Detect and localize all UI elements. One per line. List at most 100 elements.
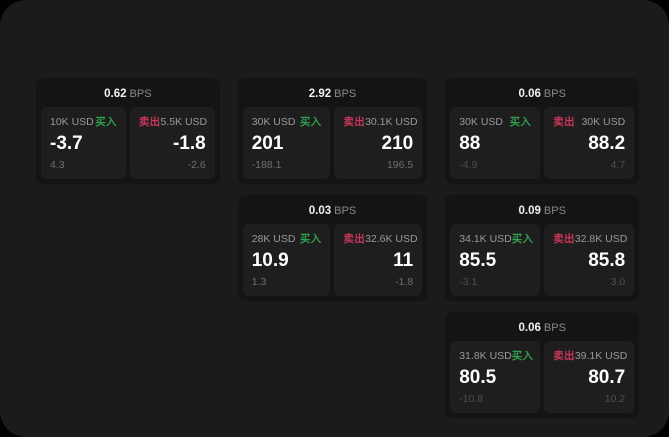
- card-header: 0.62 BPS: [41, 83, 215, 107]
- sell-panel-header: 卖出 5.5K USD: [138, 116, 208, 128]
- buy-size-label: 34.1K USD: [459, 233, 512, 245]
- buy-delta: -4.9: [459, 159, 478, 171]
- sell-delta: 4.7: [610, 159, 626, 171]
- buy-tag: 买入: [509, 116, 532, 128]
- sell-price: 88.2: [588, 133, 626, 154]
- sell-price: -1.8: [172, 133, 206, 154]
- buy-price: 88: [459, 133, 481, 154]
- sell-size-label: 32.6K USD: [365, 233, 418, 245]
- bps-unit-label: BPS: [334, 88, 357, 100]
- sell-price: 80.7: [588, 367, 626, 388]
- buy-panel-header: 10K USD 买入: [50, 116, 117, 128]
- sell-size-label: 5.5K USD: [160, 116, 208, 128]
- bps-value: 0.62: [104, 88, 127, 100]
- bps-unit-label: BPS: [129, 88, 152, 100]
- quote-card[interactable]: 0.09 BPS 34.1K USD 买入 85.5 -3.1 卖出 32.8K USD 85.…: [445, 195, 640, 301]
- sell-panel[interactable]: 卖出 30.1K USD 210 196.5: [334, 107, 423, 179]
- buy-panel[interactable]: 30K USD 买入 88 -4.9: [450, 107, 541, 179]
- buy-tag: 买入: [511, 350, 534, 362]
- sell-delta: 10.2: [604, 393, 626, 405]
- sell-panel-header: 卖出 30.1K USD: [343, 116, 417, 128]
- buy-size-label: 28K USD: [251, 233, 296, 245]
- quote-card-grid: 0.62 BPS 10K USD 买入 -3.7 4.3 卖出 5.5K USD -1.8 -2.…: [36, 78, 640, 418]
- buy-panel-header: 30K USD 买入: [252, 116, 322, 128]
- card-body: 31.8K USD 买入 80.5 -10.8 卖出 39.1K USD 80.7 10.2: [450, 341, 635, 413]
- quote-card[interactable]: 0.03 BPS 28K USD 买入 10.9 1.3 卖出 32.6K USD 11 -1.8: [237, 195, 428, 301]
- buy-delta: 4.3: [50, 159, 65, 171]
- buy-delta: -188.1: [251, 159, 282, 171]
- buy-tag: 买入: [511, 233, 534, 245]
- card-body: 30K USD 买入 201 -188.1 卖出 30.1K USD 210 196.5: [242, 107, 423, 179]
- buy-price: 10.9: [251, 250, 289, 271]
- sell-tag: 卖出: [138, 116, 161, 128]
- card-header: 0.09 BPS: [450, 200, 634, 224]
- buy-panel[interactable]: 30K USD 买入 201 -188.1: [242, 107, 331, 179]
- sell-panel[interactable]: 卖出 39.1K USD 80.7 10.2: [544, 341, 635, 413]
- buy-price: 85.5: [459, 250, 497, 271]
- sell-panel-header: 卖出 30K USD: [553, 116, 625, 128]
- buy-panel-header: 30K USD 买入: [459, 116, 531, 128]
- card-body: 34.1K USD 买入 85.5 -3.1 卖出 32.8K USD 85.8 3.0: [450, 224, 635, 296]
- card-body: 30K USD 买入 88 -4.9 卖出 30K USD 88.2 4.7: [450, 107, 635, 179]
- sell-price: 11: [393, 250, 414, 271]
- sell-delta: 3.0: [610, 276, 626, 288]
- buy-size-label: 10K USD: [50, 116, 94, 128]
- quote-card[interactable]: 0.62 BPS 10K USD 买入 -3.7 4.3 卖出 5.5K USD -1.8 -2.…: [36, 78, 220, 184]
- buy-tag: 买入: [299, 233, 322, 245]
- sell-size-label: 32.8K USD: [574, 233, 628, 245]
- card-header: 0.03 BPS: [243, 200, 423, 224]
- sell-tag: 卖出: [553, 350, 575, 362]
- buy-panel[interactable]: 34.1K USD 买入 85.5 -3.1: [450, 224, 541, 296]
- buy-price: 201: [251, 133, 284, 154]
- buy-price: 80.5: [459, 367, 497, 388]
- buy-tag: 买入: [95, 116, 117, 128]
- sell-tag: 卖出: [553, 116, 575, 128]
- buy-panel[interactable]: 31.8K USD 买入 80.5 -10.8: [450, 341, 541, 413]
- card-body: 28K USD 买入 10.9 1.3 卖出 32.6K USD 11 -1.8: [242, 224, 423, 296]
- sell-delta: 196.5: [386, 159, 414, 171]
- buy-delta: -10.8: [459, 393, 484, 405]
- buy-size-label: 30K USD: [459, 116, 503, 128]
- sell-tag: 卖出: [553, 233, 575, 245]
- bps-value: 0.06: [518, 88, 541, 100]
- bps-value: 0.09: [518, 205, 541, 217]
- sell-size-label: 30.1K USD: [365, 116, 418, 128]
- bps-unit-label: BPS: [334, 205, 357, 217]
- sell-panel[interactable]: 卖出 32.6K USD 11 -1.8: [334, 224, 423, 296]
- buy-panel[interactable]: 10K USD 买入 -3.7 4.3: [41, 107, 126, 179]
- sell-size-label: 30K USD: [581, 116, 626, 128]
- bps-value: 0.03: [308, 205, 332, 217]
- sell-panel[interactable]: 卖出 5.5K USD -1.8 -2.6: [129, 107, 215, 179]
- quote-card[interactable]: 0.06 BPS 31.8K USD 买入 80.5 -10.8 卖出 39.1K USD 80…: [445, 312, 640, 418]
- sell-delta: -1.8: [395, 276, 414, 288]
- buy-price: -3.7: [50, 133, 83, 154]
- sell-price: 210: [381, 133, 414, 154]
- card-header: 2.92 BPS: [243, 83, 423, 107]
- quote-card[interactable]: 0.06 BPS 30K USD 买入 88 -4.9 卖出 30K USD 88.2 4.7: [445, 78, 640, 184]
- bps-value: 0.06: [518, 322, 541, 334]
- buy-tag: 买入: [299, 116, 322, 128]
- card-header: 0.06 BPS: [450, 317, 634, 341]
- buy-size-label: 31.8K USD: [459, 350, 512, 362]
- sell-size-label: 39.1K USD: [574, 350, 628, 362]
- buy-panel[interactable]: 28K USD 买入 10.9 1.3: [242, 224, 331, 296]
- buy-delta: 1.3: [251, 276, 267, 288]
- quote-card[interactable]: 2.92 BPS 30K USD 买入 201 -188.1 卖出 30.1K USD 210 1…: [237, 78, 428, 184]
- buy-panel-header: 28K USD 买入: [252, 233, 322, 245]
- sell-panel-header: 卖出 32.6K USD: [343, 233, 417, 245]
- buy-panel-header: 31.8K USD 买入: [459, 350, 534, 362]
- sell-price: 85.8: [588, 250, 626, 271]
- card-header: 0.06 BPS: [450, 83, 634, 107]
- sell-panel[interactable]: 卖出 30K USD 88.2 4.7: [544, 107, 635, 179]
- sell-panel[interactable]: 卖出 32.8K USD 85.8 3.0: [544, 224, 635, 296]
- quote-column: 0.62 BPS 10K USD 买入 -3.7 4.3 卖出 5.5K USD -1.8 -2.…: [36, 78, 220, 184]
- buy-panel-header: 34.1K USD 买入: [459, 233, 534, 245]
- sell-panel-header: 卖出 39.1K USD: [553, 350, 628, 362]
- bps-unit-label: BPS: [543, 322, 566, 334]
- quote-column: 2.92 BPS 30K USD 买入 201 -188.1 卖出 30.1K USD 210 1…: [237, 78, 428, 301]
- sell-tag: 卖出: [343, 116, 366, 128]
- bps-unit-label: BPS: [543, 88, 566, 100]
- buy-delta: -3.1: [459, 276, 478, 288]
- sell-panel-header: 卖出 32.8K USD: [553, 233, 628, 245]
